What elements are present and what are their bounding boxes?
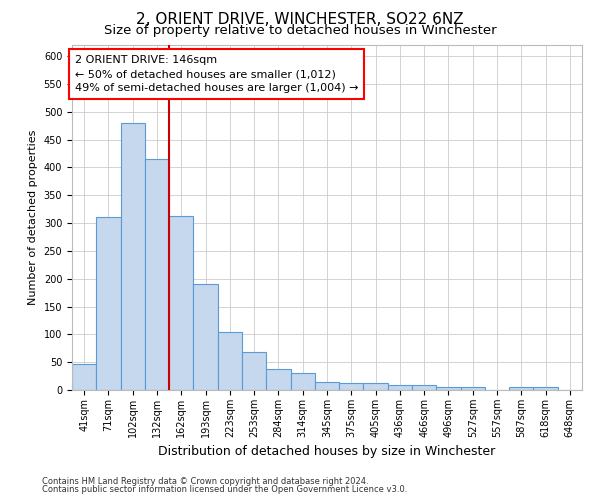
Text: 2 ORIENT DRIVE: 146sqm
← 50% of detached houses are smaller (1,012)
49% of semi-: 2 ORIENT DRIVE: 146sqm ← 50% of detached… (75, 55, 358, 93)
Text: Contains HM Land Registry data © Crown copyright and database right 2024.: Contains HM Land Registry data © Crown c… (42, 477, 368, 486)
Y-axis label: Number of detached properties: Number of detached properties (28, 130, 38, 305)
Bar (169, 216, 193, 390)
Bar (218, 332, 242, 390)
Bar (72, 364, 96, 390)
Text: 2, ORIENT DRIVE, WINCHESTER, SO22 6NZ: 2, ORIENT DRIVE, WINCHESTER, SO22 6NZ (136, 12, 464, 28)
Bar (242, 352, 266, 390)
Bar (388, 385, 412, 390)
Bar (315, 382, 339, 390)
Bar (145, 159, 169, 390)
Text: Size of property relative to detached houses in Winchester: Size of property relative to detached ho… (104, 24, 496, 37)
Bar (121, 123, 145, 390)
Bar (533, 387, 558, 390)
Bar (96, 217, 121, 390)
Bar (436, 387, 461, 390)
Bar (339, 384, 364, 390)
Bar (461, 387, 485, 390)
Bar (266, 370, 290, 390)
X-axis label: Distribution of detached houses by size in Winchester: Distribution of detached houses by size … (158, 446, 496, 458)
Bar (509, 387, 533, 390)
Bar (412, 385, 436, 390)
Bar (193, 284, 218, 390)
Bar (364, 383, 388, 390)
Bar (290, 373, 315, 390)
Text: Contains public sector information licensed under the Open Government Licence v3: Contains public sector information licen… (42, 485, 407, 494)
